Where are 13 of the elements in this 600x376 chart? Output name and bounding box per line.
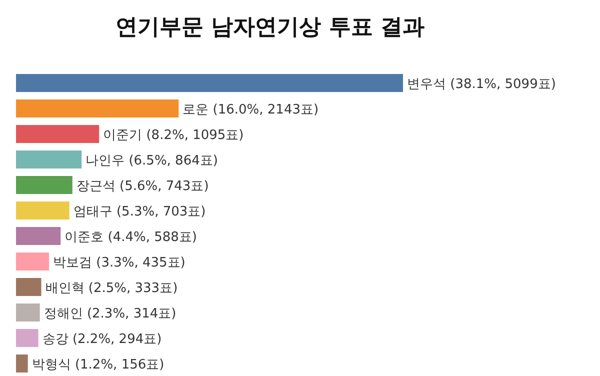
data-label: 로운 (16.0%, 2143표) — [182, 102, 319, 118]
data-label: 나인우 (6.5%, 864표) — [86, 154, 218, 168]
data-label: 송강 (2.2%, 294표) — [42, 332, 162, 347]
data-label: 박보검 (3.3%, 435표) — [53, 256, 186, 270]
data-label: 변우석 (38.1%, 5099표) — [407, 77, 556, 92]
data-label: 정해인 (2.3%, 314표) — [44, 306, 176, 322]
data-label: 이준호 (4.4%, 588표) — [64, 230, 198, 245]
data-label: 엄태구 (5.3%, 703표) — [73, 204, 206, 220]
chart-title: 연기부문 남자연기상 투표 결과 — [116, 15, 424, 40]
data-label: 장근석 (5.6%, 743표) — [76, 179, 209, 194]
data-label: 배인혁 (2.5%, 333표) — [45, 281, 178, 296]
data-label: 박형식 (1.2%, 156표) — [32, 358, 164, 372]
data-label: 이준기 (8.2%, 1095표) — [103, 128, 244, 143]
